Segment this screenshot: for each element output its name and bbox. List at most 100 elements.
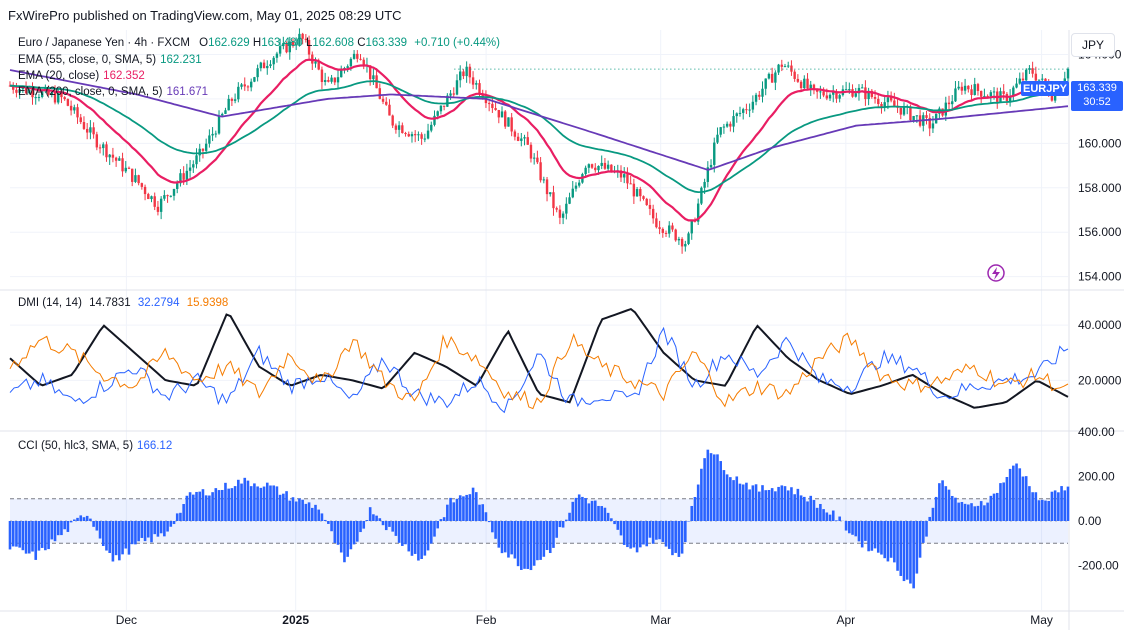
candle-body	[169, 195, 172, 197]
cci-bar	[317, 509, 321, 521]
candle-body	[600, 162, 603, 166]
candle-body	[407, 134, 410, 137]
candle-body	[12, 85, 15, 90]
cci-bar	[143, 521, 147, 542]
cci-bar	[831, 510, 835, 521]
cci-bar	[15, 521, 18, 547]
cci-bar	[320, 513, 324, 521]
candle-body	[713, 142, 716, 165]
candle-body	[114, 157, 118, 161]
cci-bar	[655, 521, 658, 540]
cci-bar	[732, 480, 735, 521]
candle-body	[671, 225, 674, 230]
cci-bar	[381, 521, 385, 526]
candle-body	[668, 225, 671, 234]
candle-body	[15, 89, 18, 93]
legend-change: +0.710 (+0.44%)	[414, 37, 500, 49]
cci-bar	[1066, 486, 1070, 521]
candle-body	[722, 126, 726, 128]
cci-bar	[249, 486, 253, 521]
cci-bar	[468, 494, 472, 521]
candle-body	[430, 124, 433, 131]
candle-body	[1021, 78, 1025, 81]
candle-body	[446, 95, 449, 107]
candle-body	[561, 213, 565, 218]
cci-bar	[1002, 482, 1005, 521]
candle-body	[696, 203, 700, 222]
cci-bar	[799, 495, 803, 521]
candle-body	[806, 78, 809, 89]
candle-body	[153, 196, 156, 207]
cci-bar	[1060, 486, 1063, 521]
cci-bar	[783, 486, 787, 521]
cci-bar	[976, 505, 980, 521]
candle-body	[571, 188, 574, 198]
candle-body	[597, 165, 600, 171]
legend-cci[interactable]: CCI (50, hlc3, SMA, 5) 166.12	[18, 440, 172, 452]
cci-bar	[397, 521, 401, 543]
legend-ema20[interactable]: EMA (20, close) 162.352	[18, 70, 145, 82]
candle-body	[967, 85, 970, 90]
cci-bar	[407, 521, 411, 552]
currency-button[interactable]: JPY	[1071, 33, 1115, 57]
cci-bar	[925, 521, 928, 537]
cci-bar	[208, 495, 211, 521]
cci-bar	[1015, 463, 1018, 521]
cci-bar	[606, 512, 610, 521]
candle-body	[787, 65, 790, 67]
cci-bar	[510, 521, 513, 555]
candle-body	[413, 134, 417, 136]
candle-body	[513, 131, 517, 137]
candle-body	[963, 85, 967, 91]
cci-bar	[108, 521, 111, 554]
candle-body	[40, 91, 44, 97]
cci-bar	[648, 521, 652, 538]
publisher-line: FxWirePro published on TradingView.com, …	[8, 8, 402, 23]
candle-body	[835, 92, 838, 99]
candle-body	[471, 77, 475, 85]
cci-bar	[53, 521, 57, 542]
ema20-line	[9, 58, 1069, 222]
candle-body	[256, 68, 259, 78]
cci-bar	[796, 488, 800, 521]
cci-bar	[214, 488, 218, 521]
candle-body	[391, 115, 394, 126]
cci-bar	[439, 519, 443, 521]
candle-body	[246, 86, 250, 88]
legend-dmi[interactable]: DMI (14, 14) 14.7831 32.2794 15.9398	[18, 297, 228, 309]
cci-bar	[478, 504, 481, 521]
cci-bar	[179, 512, 182, 521]
cci-bar	[269, 485, 272, 521]
cci-bar	[999, 483, 1002, 521]
candle-body	[423, 138, 427, 140]
cci-bar	[98, 521, 102, 539]
cci-bar	[220, 489, 224, 521]
cci-bar	[111, 521, 115, 562]
cci-bar	[581, 496, 584, 521]
candle-body	[211, 133, 214, 136]
legend-ema200[interactable]: EMA (200, close, 0, SMA, 5) 161.671	[18, 86, 208, 98]
cci-bar	[310, 507, 314, 521]
cci-bar	[571, 501, 575, 521]
cci-bar	[442, 517, 446, 521]
cci-bar	[520, 521, 523, 570]
cci-bar	[265, 482, 269, 521]
cci-bar	[876, 521, 880, 553]
candle-body	[529, 144, 533, 159]
cci-bar	[8, 521, 12, 550]
cci-bar	[262, 486, 266, 521]
candle-body	[385, 101, 388, 105]
cci-bar	[674, 521, 677, 553]
cci-bar	[291, 497, 295, 521]
x-tick-3: Mar	[650, 613, 671, 627]
cci-bar	[288, 500, 292, 521]
cci-bar	[76, 517, 79, 521]
cci-bar	[1047, 500, 1051, 521]
cci-bar	[429, 521, 433, 544]
candle-body	[60, 92, 63, 98]
cci-bar	[973, 506, 977, 521]
legend-ema55[interactable]: EMA (55, close, 0, SMA, 5) 162.231	[18, 54, 202, 66]
candle-body	[118, 158, 121, 161]
cci-bar	[738, 483, 742, 521]
